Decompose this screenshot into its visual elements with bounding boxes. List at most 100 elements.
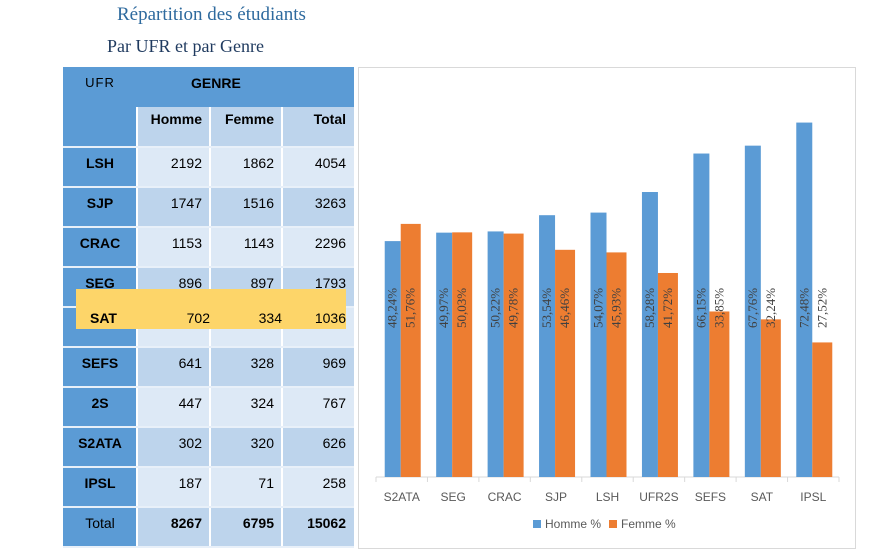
data-label-femme: 50,03% <box>454 288 469 328</box>
column-header-total: Total <box>282 107 354 147</box>
bar-femme-ufr2s <box>657 272 678 477</box>
table-divider <box>63 346 354 348</box>
bar-homme-sat <box>744 145 761 477</box>
students-table: UFR GENRE Homme Femme Total LSH 2192 1862 4054 SJ… <box>63 67 354 548</box>
cell-homme: 447 <box>137 387 210 427</box>
data-label-homme: 50,22% <box>488 288 503 328</box>
cell-homme: 302 <box>137 427 210 467</box>
header-ufr: UFR <box>63 67 137 147</box>
page-title: Répartition des étudiants <box>117 4 306 25</box>
x-tick-label: S2ATA <box>384 490 420 504</box>
x-tick-label: SEFS <box>695 490 726 504</box>
bar-femme-sjp <box>555 249 576 477</box>
table-divider <box>63 546 354 548</box>
cell-total: 969 <box>282 347 354 387</box>
bar-homme-crac <box>487 231 504 477</box>
highlight-femme: 334 <box>258 310 282 326</box>
bar-femme-crac <box>503 233 524 477</box>
table-divider <box>63 426 354 428</box>
table-divider <box>63 506 354 508</box>
legend-swatch-femme <box>609 520 618 528</box>
legend-label-femme: Femme % <box>621 517 676 531</box>
cell-homme: 2192 <box>137 147 210 187</box>
cell-femme: 328 <box>210 347 282 387</box>
bar-femme-lsh <box>606 252 627 477</box>
cell-femme: 71 <box>210 467 282 507</box>
table-divider <box>63 186 354 188</box>
data-label-femme: 27,52% <box>814 288 829 328</box>
total-homme: 8267 <box>137 507 210 547</box>
row-header-ipsl: IPSL <box>63 467 137 507</box>
data-label-homme: 66,15% <box>693 288 708 328</box>
table-divider <box>63 226 354 228</box>
cell-homme: 641 <box>137 347 210 387</box>
x-tick-label: SEG <box>440 490 465 504</box>
data-label-homme: 72,48% <box>796 288 811 328</box>
data-label-femme: 41,72% <box>660 288 675 328</box>
highlight-total: 1036 <box>314 310 346 326</box>
table-divider <box>63 266 354 268</box>
legend-swatch-homme <box>533 520 541 528</box>
bar-chart: 48,24% 51,76% S2ATA 49,97% 50,03% SEG 50,22% 49… <box>375 122 840 504</box>
cell-homme: 187 <box>137 467 210 507</box>
cell-total: 2296 <box>282 227 354 267</box>
bar-femme-sefs <box>709 311 730 477</box>
bar-homme-ipsl <box>796 122 813 477</box>
x-tick-label: SJP <box>545 490 567 504</box>
bar-femme-sat <box>760 319 781 477</box>
data-label-femme: 51,76% <box>403 288 418 328</box>
cell-femme: 1143 <box>210 227 282 267</box>
header-genre: GENRE <box>137 67 354 107</box>
row-header-total: Total <box>63 507 137 547</box>
data-label-femme: 45,93% <box>609 288 624 328</box>
bar-homme-sjp <box>539 215 556 478</box>
total-femme: 6795 <box>210 507 282 547</box>
table-divider <box>63 386 354 388</box>
highlighted-row-sat: SAT 702 334 1036 <box>76 289 346 329</box>
cell-femme: 1862 <box>210 147 282 187</box>
data-label-homme: 53,54% <box>539 288 554 328</box>
data-label-femme: 33,85% <box>711 288 726 328</box>
data-label-femme: 32,24% <box>763 288 778 328</box>
x-tick-label: LSH <box>596 490 619 504</box>
cell-total: 4054 <box>282 147 354 187</box>
x-tick-label: CRAC <box>488 490 522 504</box>
row-header-2s: 2S <box>63 387 137 427</box>
chart-legend: Homme % Femme % <box>533 517 676 531</box>
bar-femme-seg <box>452 232 473 477</box>
bar-femme-s2ata <box>400 223 421 477</box>
bar-homme-sefs <box>693 153 710 477</box>
row-header-crac: CRAC <box>63 227 137 267</box>
cell-femme: 320 <box>210 427 282 467</box>
bar-homme-ufr2s <box>641 192 658 477</box>
bar-homme-lsh <box>590 212 607 477</box>
cell-homme: 1153 <box>137 227 210 267</box>
row-header-sjp: SJP <box>63 187 137 227</box>
data-label-femme: 46,46% <box>557 288 572 328</box>
x-tick-label: IPSL <box>800 490 826 504</box>
cell-femme: 1516 <box>210 187 282 227</box>
x-tick-label: SAT <box>751 490 774 504</box>
data-label-homme: 58,28% <box>642 288 657 328</box>
table-divider <box>63 466 354 468</box>
column-header-femme: Femme <box>210 107 282 147</box>
data-label-homme: 54,07% <box>591 288 606 328</box>
cell-homme: 1747 <box>137 187 210 227</box>
page-subtitle: Par UFR et par Genre <box>107 36 264 56</box>
row-header-s2ata: S2ATA <box>63 427 137 467</box>
table-divider <box>63 146 354 148</box>
data-label-homme: 48,24% <box>385 288 400 328</box>
x-tick-label: UFR2S <box>639 490 678 504</box>
data-label-femme: 49,78% <box>506 288 521 328</box>
bar-homme-s2ata <box>384 241 401 477</box>
data-label-homme: 49,97% <box>436 288 451 328</box>
total-total: 15062 <box>282 507 354 547</box>
cell-total: 3263 <box>282 187 354 227</box>
row-header-lsh: LSH <box>63 147 137 187</box>
highlight-ufr: SAT <box>90 310 117 326</box>
data-label-homme: 67,76% <box>745 288 760 328</box>
legend-label-homme: Homme % <box>545 517 602 531</box>
bar-femme-ipsl <box>812 342 833 477</box>
cell-total: 258 <box>282 467 354 507</box>
chart-frame: 48,24% 51,76% S2ATA 49,97% 50,03% SEG 50,22% 49… <box>358 67 856 549</box>
